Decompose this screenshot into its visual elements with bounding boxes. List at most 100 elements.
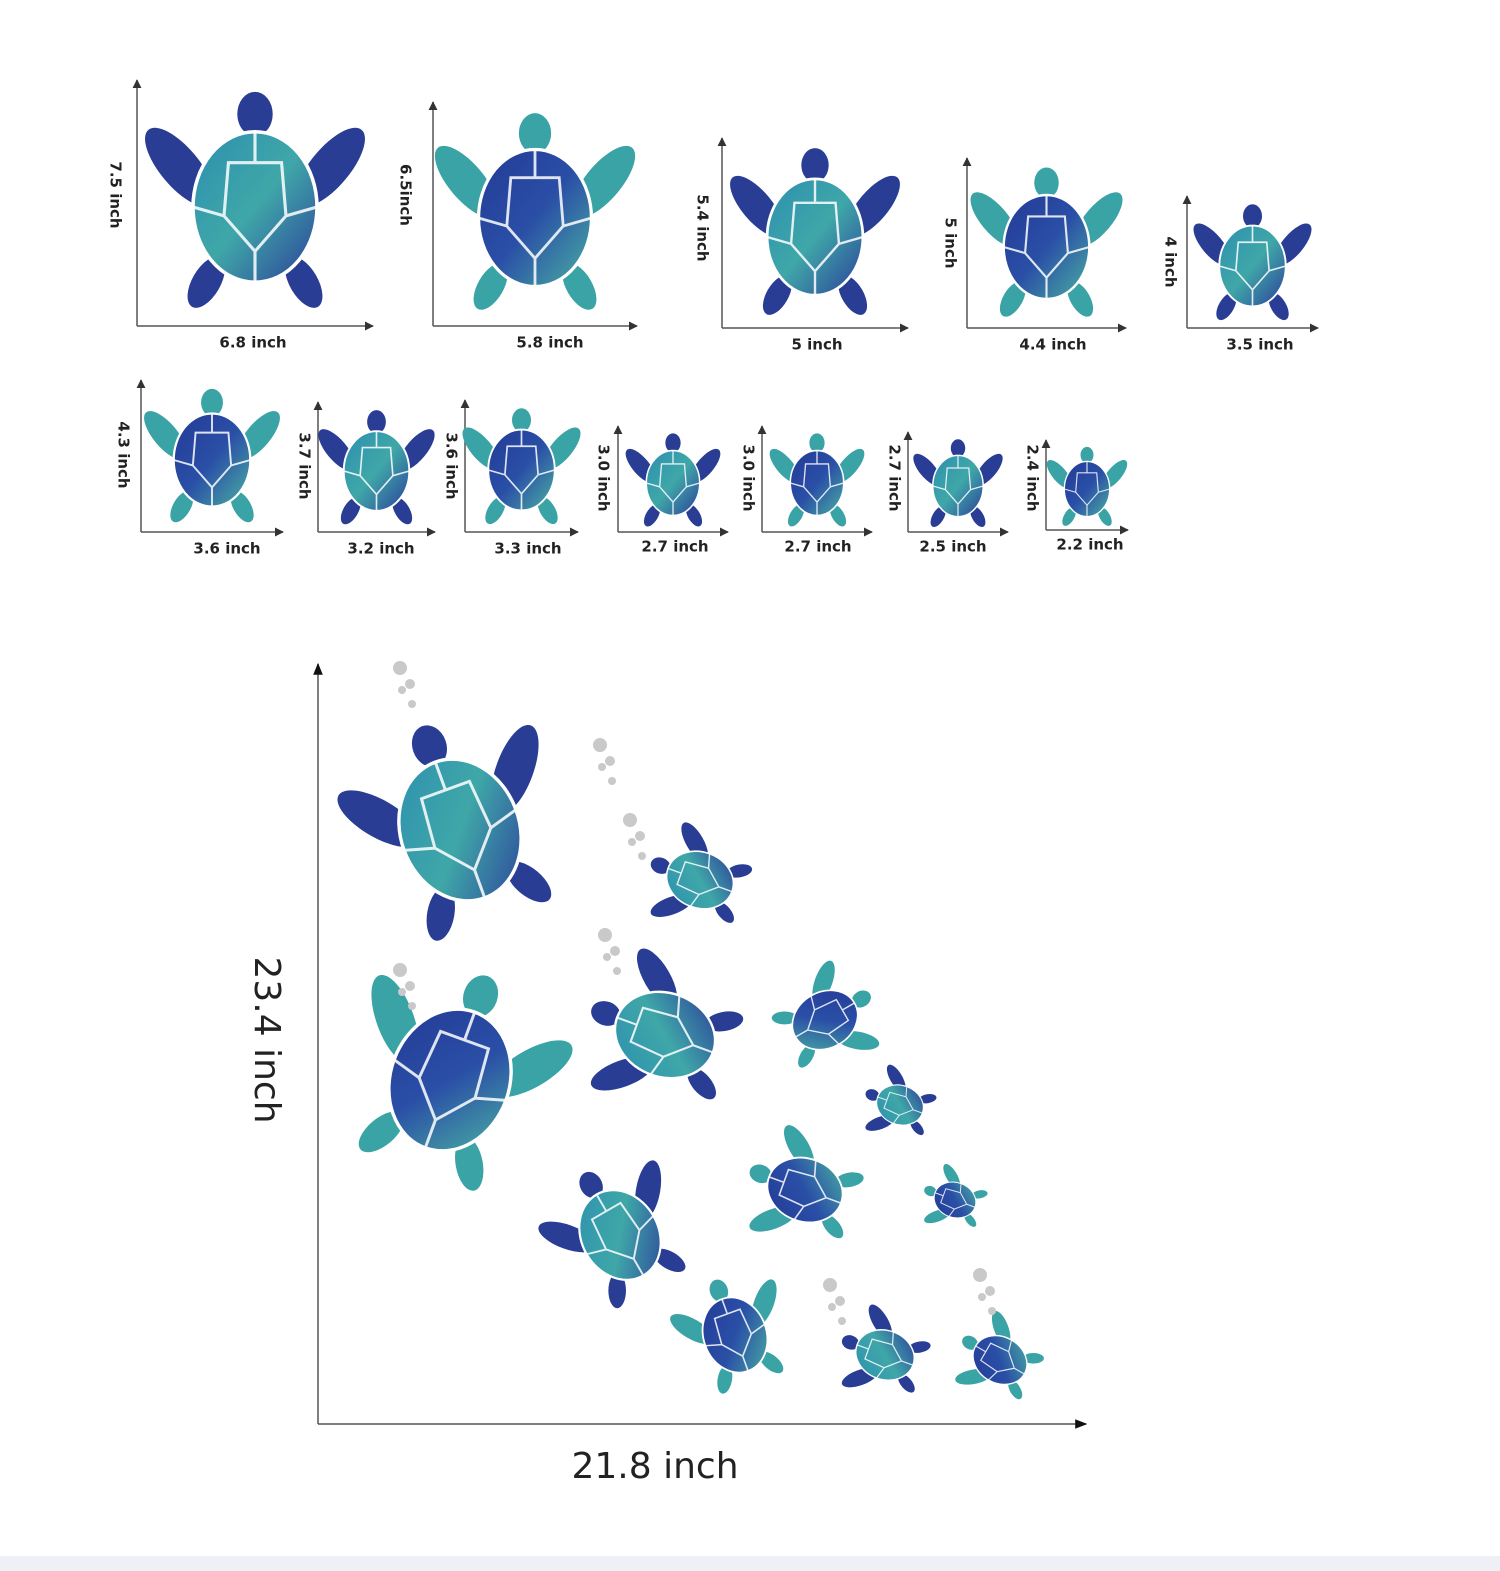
shell-pattern xyxy=(173,413,251,507)
bubble xyxy=(610,946,620,956)
shell-pattern xyxy=(393,1011,507,1149)
height-label: 3.7 inch xyxy=(296,432,314,499)
shell-pattern xyxy=(705,1298,766,1372)
flipper xyxy=(685,504,703,527)
flipper xyxy=(392,497,413,525)
shell-pattern xyxy=(343,431,410,511)
head xyxy=(237,91,273,137)
flipper xyxy=(643,504,661,527)
flipper xyxy=(897,1373,915,1393)
bubble xyxy=(985,1286,995,1296)
width-label: 2.5 inch xyxy=(919,538,986,556)
head xyxy=(201,388,223,417)
height-label: 7.5 inch xyxy=(107,161,125,228)
turtle xyxy=(625,433,721,527)
layout-height: 23.4 inch xyxy=(246,956,287,1123)
shell-pattern xyxy=(1064,461,1110,517)
flipper xyxy=(930,506,946,527)
bubble xyxy=(393,963,407,977)
shell-pattern xyxy=(1003,194,1090,300)
head xyxy=(1034,167,1059,199)
bubble xyxy=(405,679,415,689)
bubble xyxy=(598,928,612,942)
shell-pattern xyxy=(192,131,318,283)
flipper xyxy=(908,1341,931,1353)
turtle xyxy=(144,388,280,523)
flipper xyxy=(1268,292,1289,321)
bubble xyxy=(638,852,646,860)
bubble xyxy=(988,1307,996,1315)
turtle xyxy=(650,822,753,923)
flipper xyxy=(1216,292,1237,321)
bubble xyxy=(603,953,611,961)
shell-pattern xyxy=(766,178,864,296)
bubble xyxy=(628,838,636,846)
head xyxy=(950,439,966,458)
flipper xyxy=(759,1351,784,1374)
shell-pattern xyxy=(856,1331,914,1379)
width-label: 2.2 inch xyxy=(1056,536,1123,554)
flipper xyxy=(787,504,805,527)
flipper xyxy=(284,256,323,308)
head xyxy=(749,1164,772,1184)
width-label: 5 inch xyxy=(791,336,842,354)
bubble xyxy=(605,756,615,766)
head xyxy=(1242,204,1263,228)
height-label: 3.0 inch xyxy=(595,444,613,511)
shell-pattern xyxy=(488,429,555,511)
turtle xyxy=(145,91,365,308)
width-label: 3.3 inch xyxy=(494,540,561,558)
shell-pattern xyxy=(646,450,700,516)
flipper xyxy=(340,497,361,525)
bubble xyxy=(973,1268,987,1282)
head xyxy=(518,113,552,154)
bubble xyxy=(408,700,416,708)
shell-pattern xyxy=(403,761,517,899)
head xyxy=(665,433,681,453)
head xyxy=(579,1171,603,1199)
turtle xyxy=(670,1279,784,1394)
flipper xyxy=(1067,281,1094,317)
flipper xyxy=(230,490,254,523)
flipper xyxy=(971,1190,988,1199)
head xyxy=(865,1089,880,1101)
head xyxy=(591,1001,621,1026)
flipper xyxy=(473,263,508,310)
flipper xyxy=(835,1172,864,1188)
bubble xyxy=(835,1296,845,1306)
height-label: 5.4 inch xyxy=(694,194,712,261)
turtle xyxy=(865,1064,937,1136)
shell-pattern xyxy=(877,1086,923,1124)
head xyxy=(801,148,829,183)
flipper xyxy=(918,1093,937,1104)
turtle xyxy=(913,439,1003,527)
turtle xyxy=(538,1160,686,1309)
shell-pattern xyxy=(667,853,733,907)
head xyxy=(841,1335,860,1350)
head xyxy=(851,990,871,1008)
flipper xyxy=(999,281,1026,317)
width-label: 3.6 inch xyxy=(193,540,260,558)
width-label: 3.5 inch xyxy=(1226,336,1293,354)
flipper xyxy=(506,861,552,903)
flipper xyxy=(838,275,868,315)
shell-pattern xyxy=(932,455,984,517)
flipper xyxy=(910,1120,924,1136)
flipper xyxy=(537,496,558,525)
bubble xyxy=(593,738,607,752)
shell-pattern xyxy=(1219,225,1286,307)
turtle xyxy=(590,948,744,1100)
height-label: 5 inch xyxy=(942,217,960,268)
bubble xyxy=(635,831,645,841)
bubble xyxy=(608,777,616,785)
bubble xyxy=(838,1317,846,1325)
turtle xyxy=(749,1125,864,1239)
flipper xyxy=(187,256,226,308)
shell-pattern xyxy=(478,149,592,287)
flipper xyxy=(1062,507,1077,526)
turtle xyxy=(337,724,552,941)
turtle xyxy=(358,974,573,1191)
turtle xyxy=(841,1304,931,1393)
